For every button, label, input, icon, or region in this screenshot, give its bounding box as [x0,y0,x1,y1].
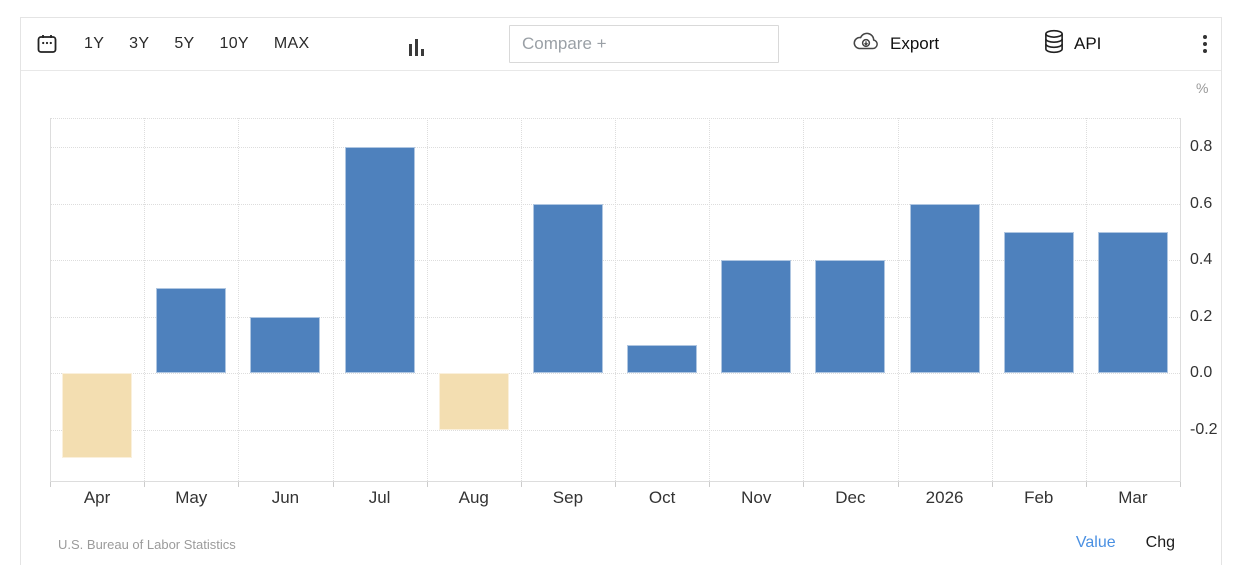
api-label: API [1074,34,1102,53]
compare-input[interactable] [509,25,779,63]
database-icon [1043,29,1065,60]
bar-jul[interactable] [344,147,415,373]
range-button-1y[interactable]: 1Y [84,35,105,52]
export-cloud-icon [851,32,881,57]
bar-dec[interactable] [815,260,886,373]
calendar-icon[interactable] [35,32,59,56]
value-toggle[interactable]: Value [1075,534,1116,551]
bar-may[interactable] [156,288,227,373]
range-button-10y[interactable]: 10Y [219,35,249,52]
chart-type-icon[interactable] [409,34,424,56]
range-button-3y[interactable]: 3Y [129,35,150,52]
source-label: U.S. Bureau of Labor Statistics [58,537,236,552]
range-button-max[interactable]: MAX [273,35,310,52]
export-label: Export [890,34,940,53]
bar-mar[interactable] [1097,231,1168,373]
bar-nov[interactable] [721,260,792,373]
toolbar: 1Y 3Y 5Y 10Y MAX Export [21,18,1221,71]
bar-sep[interactable] [532,203,603,373]
api-button[interactable]: API [1043,18,1101,70]
bar-apr[interactable] [62,373,133,458]
range-button-5y[interactable]: 5Y [174,35,195,52]
range-selector: 1Y 3Y 5Y 10Y MAX [35,18,309,70]
bar-feb[interactable] [1003,231,1074,373]
bar-aug[interactable] [438,373,509,430]
range-buttons: 1Y 3Y 5Y 10Y MAX [84,35,309,53]
series-toggle: Value Chg [1076,534,1175,552]
bar-2026[interactable] [909,203,980,373]
bar-oct[interactable] [627,344,698,373]
export-button[interactable]: Export [851,18,939,70]
menu-kebab-icon[interactable] [1201,33,1209,55]
chg-toggle[interactable]: Chg [1145,534,1175,551]
y-axis-unit-label: % [1196,80,1209,96]
bar-jun[interactable] [250,316,321,373]
